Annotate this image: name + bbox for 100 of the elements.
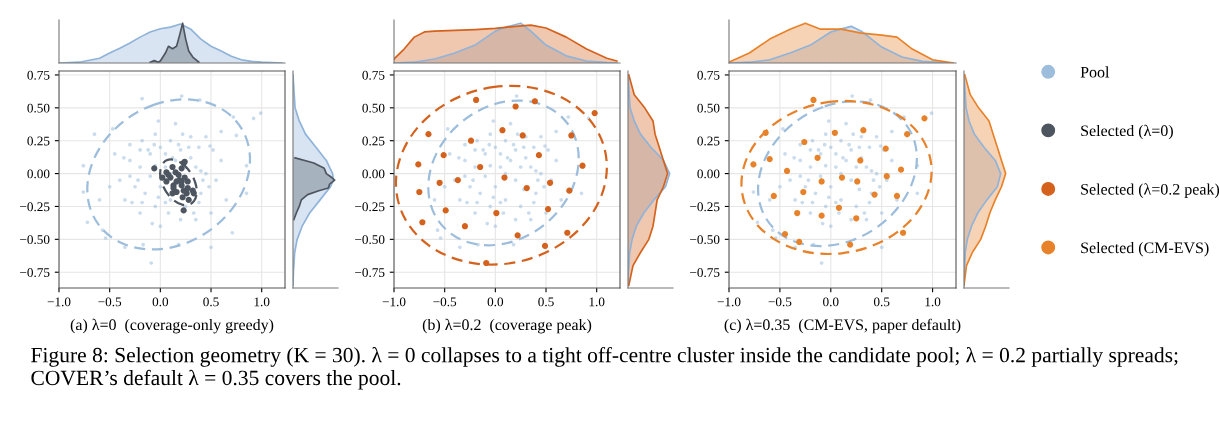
y-tick-label: 0.75 [27, 70, 50, 80]
point [899, 229, 907, 236]
y-tick-label: −0.50 [20, 235, 50, 245]
point [835, 204, 843, 211]
legend-label: Selected (λ=0) [1081, 124, 1173, 140]
point [794, 209, 801, 217]
point [184, 178, 191, 185]
point [467, 137, 475, 144]
point [921, 115, 928, 122]
legend-label: Selected (λ=0.2 peak) [1081, 183, 1219, 198]
point [461, 223, 469, 230]
y-tick-label: −0.75 [690, 268, 720, 277]
point [501, 174, 508, 181]
point [814, 154, 821, 161]
y-tick-label: 0.25 [27, 136, 50, 146]
point [853, 215, 860, 222]
point [770, 192, 777, 200]
point [159, 174, 166, 181]
y-tick-label: 0.50 [362, 103, 385, 113]
y-tick-label: 0.00 [27, 169, 50, 179]
point [579, 162, 586, 169]
point [860, 127, 867, 134]
point [871, 191, 878, 198]
y-tick-label: 0.25 [697, 136, 720, 146]
y-tick-label: −0.75 [355, 268, 385, 277]
y-tick-label: 0.75 [362, 70, 385, 80]
point [499, 127, 506, 134]
y-tick-label: −0.25 [690, 202, 720, 212]
x-tick-label: −0.5 [98, 297, 122, 307]
point [442, 207, 449, 214]
point [178, 182, 185, 189]
x-axis-title: (b) λ=0.2 (coverage peak) [422, 318, 592, 334]
point [477, 163, 484, 171]
point [185, 196, 192, 203]
point [847, 241, 854, 248]
point [781, 230, 789, 238]
point [546, 179, 554, 186]
x-tick-label: 0.0 [823, 297, 839, 307]
x-tick-label: −0.5 [768, 297, 792, 307]
x-tick-label: −0.5 [433, 297, 457, 307]
point [151, 165, 158, 172]
point [796, 238, 803, 246]
point [179, 194, 186, 201]
x-axis-title: (c) λ=0.35 (CM-EVS, paper default) [724, 318, 961, 334]
x-axis-title: (a) λ=0 (coverage-only greedy) [70, 318, 274, 334]
point [512, 103, 519, 110]
x-tick-label: 0.0 [152, 297, 169, 307]
point [180, 207, 187, 214]
x-tick-label: 0.5 [538, 297, 554, 307]
y-tick-label: −0.50 [355, 235, 385, 245]
x-tick-label: 1.0 [589, 297, 605, 307]
point [893, 192, 901, 200]
x-tick-label: −1.0 [382, 297, 406, 307]
point [514, 232, 521, 239]
legend-label: Selected (CM-EVS) [1081, 241, 1209, 257]
point [897, 166, 905, 173]
point [818, 212, 825, 219]
point [568, 132, 575, 139]
y-tick-label: 0.00 [362, 169, 385, 179]
point [854, 178, 861, 185]
point [169, 163, 176, 171]
point [523, 184, 530, 192]
point [519, 132, 526, 139]
x-tick-label: 0.0 [487, 297, 504, 307]
y-tick-label: −0.25 [20, 202, 50, 212]
y-tick-label: 0.50 [697, 103, 720, 113]
y-tick-label: 0.25 [362, 136, 385, 146]
point [436, 179, 443, 186]
x-tick-label: −1.0 [717, 297, 741, 307]
point [544, 205, 552, 213]
x-tick-label: 1.0 [925, 297, 941, 307]
point [564, 229, 571, 236]
y-tick-label: 0.75 [697, 70, 720, 80]
y-tick-label: −0.50 [690, 235, 720, 245]
x-tick-label: 0.5 [203, 297, 219, 307]
x-tick-label: 0.5 [873, 297, 890, 307]
point [493, 209, 500, 217]
caption: Figure 8: Selection geometry (K = 30). λ = 0 collapses to a tight off-centre cluster inside the candidate pool; λ = 0.2 partially spreads; COVER’s default λ = 0.35 covers the pool. [31, 346, 1178, 390]
point [800, 188, 807, 196]
point [178, 165, 185, 172]
point [163, 178, 170, 185]
point [883, 173, 890, 180]
y-tick-label: −0.75 [20, 268, 50, 277]
point [783, 167, 791, 175]
point [454, 177, 461, 184]
y-tick-label: 0.00 [697, 169, 720, 179]
legend-label: Pool [1080, 66, 1110, 78]
point [169, 190, 176, 197]
point [766, 156, 773, 163]
y-tick-label: −0.25 [355, 202, 385, 212]
point [801, 138, 808, 146]
x-tick-label: −1.0 [47, 297, 71, 307]
point [419, 219, 426, 226]
x-tick-label: 1.0 [254, 297, 270, 307]
point [415, 161, 422, 168]
point [831, 129, 838, 136]
point [818, 178, 825, 185]
y-tick-label: 0.50 [27, 103, 50, 113]
point [440, 152, 447, 159]
point [566, 187, 573, 194]
